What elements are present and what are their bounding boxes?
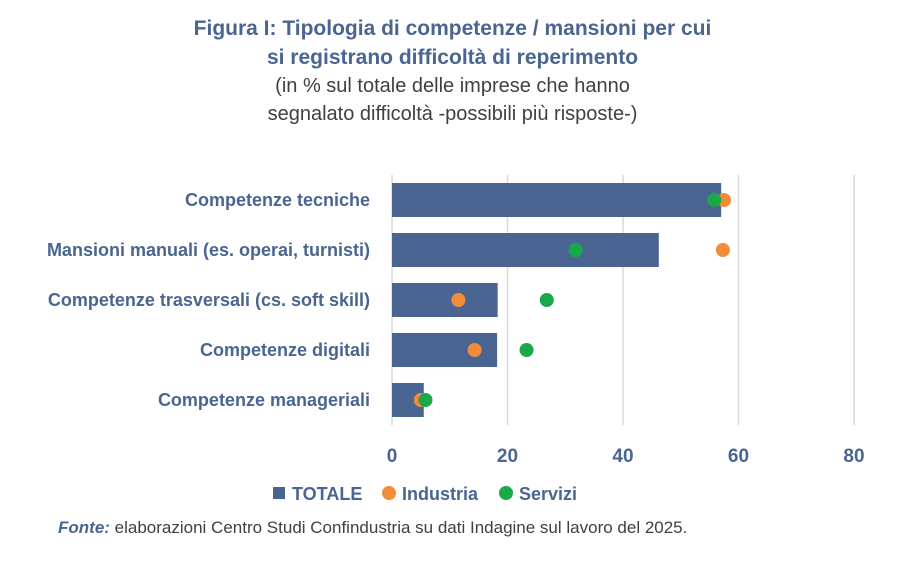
chart-title-line-2: si registrano difficoltà di reperimento (266, 46, 639, 69)
bar-totale (392, 233, 659, 267)
legend-swatch-servizi (499, 486, 513, 500)
dot-industria (467, 343, 482, 357)
legend-label-industria: Industria (402, 484, 479, 504)
chart-subtitle-line-1: (in % sul totale delle imprese che hanno (275, 75, 630, 97)
legend-swatch-industria (382, 486, 396, 500)
x-tick-label: 60 (728, 446, 749, 467)
legend-swatch-totale (273, 487, 285, 499)
source-text: elaborazioni Centro Studi Confindustria … (109, 518, 688, 537)
bar-totale (392, 183, 722, 217)
source-label: Fonte: (58, 518, 110, 537)
dot-industria (451, 293, 466, 307)
chart-subtitle-line-2: segnalato difficoltà -possibili più risp… (267, 103, 638, 125)
x-tick-label: 0 (387, 446, 398, 467)
dot-servizi (539, 293, 554, 307)
category-label: Competenze trasversali (cs. soft skill) (48, 290, 370, 310)
x-tick-label: 80 (843, 446, 864, 467)
legend-label-totale: TOTALE (292, 484, 362, 504)
dot-industria (715, 243, 730, 257)
chart-title-block: Figura I: Tipologia di competenze / mans… (0, 14, 905, 128)
source-note: Fonte: elaborazioni Centro Studi Confind… (58, 518, 687, 538)
dot-servizi (418, 393, 433, 407)
dot-servizi (568, 243, 583, 257)
chart-title-line-1: Figura I: Tipologia di competenze / mans… (193, 17, 712, 40)
dot-servizi (519, 343, 534, 357)
category-label: Competenze digitali (200, 340, 370, 360)
category-label: Mansioni manuali (es. operai, turnisti) (47, 240, 370, 260)
dot-industria (717, 193, 732, 207)
dot-servizi (707, 193, 722, 207)
x-tick-label: 20 (497, 446, 518, 467)
x-tick-label: 40 (612, 446, 633, 467)
category-label: Competenze tecniche (185, 190, 370, 210)
bar-totale (392, 283, 498, 317)
category-label: Competenze manageriali (158, 390, 370, 410)
legend-label-servizi: Servizi (519, 484, 577, 504)
